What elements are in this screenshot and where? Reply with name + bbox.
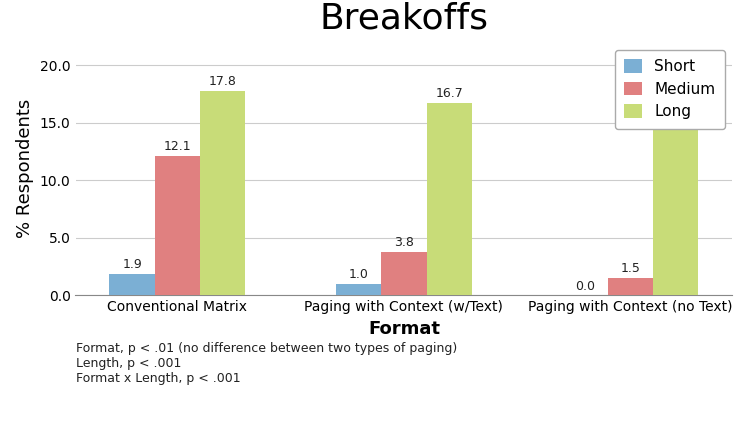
Bar <box>155 156 200 295</box>
Text: 16.7: 16.7 <box>436 87 463 100</box>
Y-axis label: % Respondents: % Respondents <box>17 99 34 238</box>
X-axis label: Format: Format <box>368 320 440 338</box>
Text: 1.5: 1.5 <box>621 262 640 275</box>
Bar <box>608 278 653 295</box>
Text: 12.1: 12.1 <box>164 140 191 153</box>
Bar <box>653 72 698 295</box>
Text: 3.8: 3.8 <box>394 236 414 249</box>
Legend: Short, Medium, Long: Short, Medium, Long <box>615 50 725 129</box>
Text: 17.8: 17.8 <box>209 75 236 88</box>
Title: Breakoffs: Breakoffs <box>319 1 488 35</box>
Bar <box>336 284 381 295</box>
Bar <box>381 252 427 295</box>
Bar <box>427 103 472 295</box>
Bar <box>200 91 245 295</box>
Text: 0.0: 0.0 <box>575 279 595 292</box>
Text: 1.9: 1.9 <box>122 258 142 271</box>
Text: 1.0: 1.0 <box>349 268 368 281</box>
Text: Format, p < .01 (no difference between two types of paging)
Length, p < .001
For: Format, p < .01 (no difference between t… <box>76 342 457 385</box>
Bar <box>109 273 155 295</box>
Text: 19.4: 19.4 <box>662 56 689 69</box>
